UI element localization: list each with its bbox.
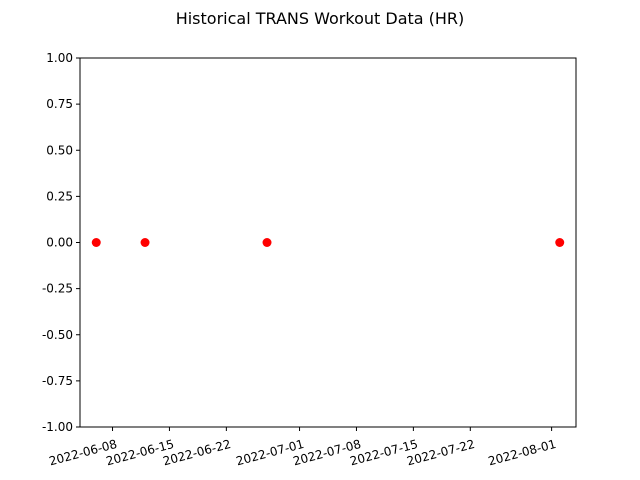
y-tick-label: -1.00 bbox=[42, 420, 73, 434]
y-tick-label: -0.25 bbox=[42, 282, 73, 296]
plot-frame bbox=[79, 57, 577, 428]
y-tick-label: 0.00 bbox=[46, 236, 73, 250]
data-point bbox=[140, 238, 150, 247]
data-point bbox=[262, 238, 272, 247]
y-tick-label: 0.75 bbox=[46, 97, 73, 111]
y-tick-label: -0.75 bbox=[42, 374, 73, 388]
chart-title: Historical TRANS Workout Data (HR) bbox=[176, 9, 465, 28]
y-tick-label: 1.00 bbox=[46, 51, 73, 65]
data-point bbox=[555, 238, 565, 247]
y-axis: 1.00 0.75 0.50 0.25 0.00 -0.25 -0.50 -0.75 -1.00 bbox=[42, 51, 80, 434]
data-point bbox=[91, 238, 101, 247]
y-tick-label: 0.50 bbox=[46, 143, 73, 157]
y-tick-label: 0.25 bbox=[46, 189, 73, 203]
data-points bbox=[91, 238, 565, 247]
y-tick-label: -0.50 bbox=[42, 328, 73, 342]
